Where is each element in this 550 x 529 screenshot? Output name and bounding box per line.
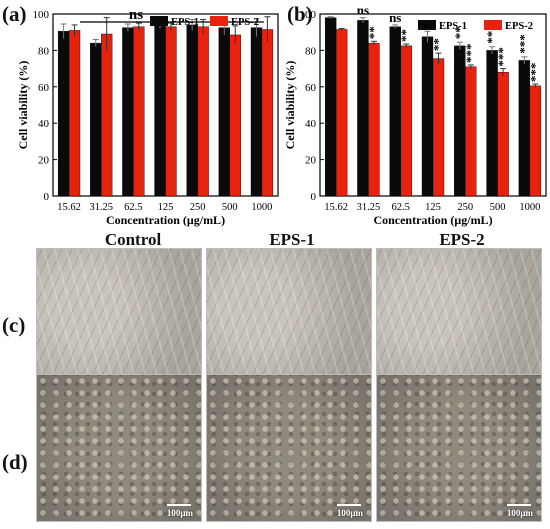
bar-eps-2 — [197, 26, 209, 197]
y-tick-label: 40 — [305, 118, 317, 130]
panel-label-a: (a) — [2, 2, 27, 26]
significance-label-eps2: ** — [398, 29, 413, 42]
significance-label-eps2: ** — [430, 38, 445, 51]
bar-eps-2 — [465, 66, 477, 197]
y-tick-label: 100 — [33, 9, 50, 21]
x-axis-title: Concentration (μg/mL) — [373, 213, 492, 227]
significance-label-eps2: *** — [495, 47, 510, 67]
y-tick-label: 40 — [38, 118, 50, 130]
bar-eps-2 — [165, 26, 177, 197]
bar-eps-2 — [68, 30, 81, 197]
bar-eps-1 — [186, 24, 198, 197]
bar-eps-1 — [250, 27, 263, 197]
x-tick-label: 15.62 — [57, 202, 81, 213]
micrograph-d-control: 100μm — [36, 374, 202, 522]
bar-eps-2 — [529, 85, 542, 197]
x-tick-label: 1000 — [519, 202, 540, 213]
x-axis-title: Concentration (μg/mL) — [106, 213, 225, 227]
panel-label-c: (c) — [2, 313, 26, 337]
significance-label-eps2: ** — [366, 26, 381, 39]
bar-eps-2 — [368, 42, 380, 197]
x-tick-label: 500 — [490, 202, 506, 213]
bar-eps-2 — [133, 26, 145, 197]
micrograph-d-eps1: 100μm — [206, 374, 372, 522]
scale-bar — [167, 504, 191, 506]
scale-bar-label: 100μm — [166, 508, 193, 518]
x-tick-label: 250 — [457, 202, 473, 213]
micrograph-d-eps2: 100μm — [376, 374, 542, 522]
panel-label-b: (b) — [287, 2, 313, 26]
bar-eps-1 — [122, 27, 134, 197]
legend-label-eps2: EPS-2 — [231, 17, 259, 28]
bar-eps-2 — [432, 58, 445, 197]
scale-bar — [337, 504, 361, 506]
y-tick-label: 20 — [38, 155, 50, 167]
x-tick-label: 125 — [158, 202, 174, 213]
x-tick-label: 125 — [425, 202, 441, 213]
legend-label-eps1: EPS-1 — [171, 17, 199, 28]
column-heading-eps1: EPS-1 — [269, 230, 315, 249]
x-tick-label: 31.25 — [89, 202, 113, 213]
bar-eps-2 — [101, 33, 113, 197]
legend-swatch-eps2 — [484, 20, 502, 30]
bar-eps-1 — [454, 45, 466, 197]
legend-swatch-eps2 — [210, 16, 228, 26]
legend-swatch-eps1 — [418, 20, 436, 30]
scale-bar — [507, 504, 531, 506]
bar-eps-2 — [229, 34, 241, 197]
significance-label-eps2: *** — [463, 43, 478, 63]
bar-eps-2 — [335, 29, 348, 197]
bar-eps-1 — [154, 24, 166, 197]
significance-label-eps1: *** — [516, 34, 531, 54]
x-tick-label: 15.62 — [324, 202, 348, 213]
significance-label-eps1: * — [420, 22, 435, 29]
significance-label-eps1: ** — [452, 26, 467, 39]
scale-bar-label: 100μm — [506, 508, 533, 518]
bar-eps-1 — [57, 31, 70, 197]
y-tick-label: 80 — [305, 45, 317, 57]
bar-eps-1 — [357, 20, 369, 197]
bar-eps-1 — [389, 26, 401, 197]
x-tick-label: 31.25 — [357, 202, 381, 213]
y-axis-title: Cell viability (%) — [283, 61, 297, 150]
x-tick-label: 62.5 — [392, 202, 410, 213]
significance-label-eps1: ns — [357, 3, 369, 18]
chart-a: 0 20 40 60 80 100 15.62 31.25 62.5 125 250 500 1000 C… — [16, 7, 279, 227]
y-tick-label: 20 — [305, 155, 317, 167]
y-tick-label: 100 — [300, 9, 317, 21]
column-heading-eps2: EPS-2 — [439, 230, 485, 249]
x-tick-label: 250 — [190, 202, 206, 213]
x-tick-label: 1000 — [251, 202, 272, 213]
significance-label-eps1: ** — [484, 31, 499, 44]
bar-eps-1 — [421, 36, 434, 197]
y-tick-label: 60 — [305, 82, 317, 94]
y-tick-label: 60 — [38, 82, 50, 94]
legend-label-eps1: EPS-1 — [439, 21, 467, 32]
bar-eps-1 — [324, 17, 337, 197]
bar-eps-2 — [400, 45, 412, 197]
chart-b: 0 20 40 60 80 100 15.62 31.25 62.5 125 250 500 1000 C… — [283, 3, 547, 227]
bar-eps-2 — [497, 72, 509, 197]
y-axis-title: Cell viability (%) — [16, 61, 30, 150]
panel-label-d: (d) — [2, 450, 28, 474]
bar-eps-1 — [218, 27, 230, 197]
bar-eps-2 — [261, 29, 274, 197]
bar-eps-1 — [90, 42, 102, 197]
y-tick-label: 80 — [38, 45, 50, 57]
y-tick-label: 0 — [311, 191, 317, 203]
column-heading-control: Control — [104, 230, 162, 249]
bar-eps-1 — [486, 50, 498, 197]
legend-label-eps2: EPS-2 — [505, 21, 533, 32]
significance-label: ns — [129, 7, 143, 23]
legend-swatch-eps1 — [150, 16, 168, 26]
y-tick-label: 0 — [44, 191, 50, 203]
significance-label-eps2: *** — [527, 63, 542, 83]
scale-bar-label: 100μm — [336, 508, 363, 518]
significance-label-eps1: ns — [389, 10, 401, 25]
x-tick-label: 500 — [222, 202, 238, 213]
x-tick-label: 62.5 — [124, 202, 142, 213]
